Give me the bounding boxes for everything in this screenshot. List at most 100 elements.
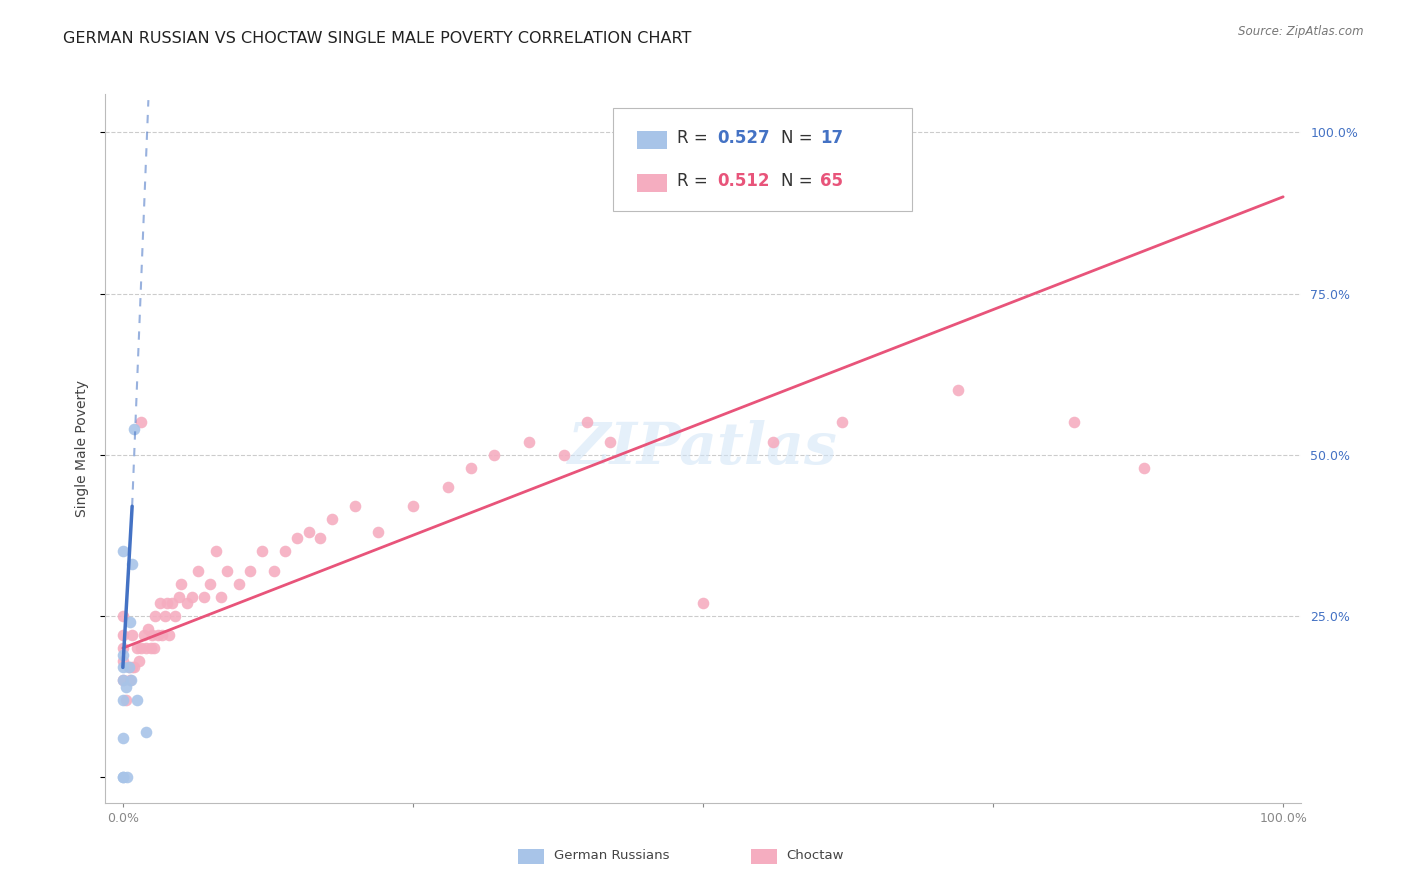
Point <box>321 512 343 526</box>
Point <box>143 608 166 623</box>
Point <box>132 628 155 642</box>
Point <box>170 576 193 591</box>
Point <box>181 590 204 604</box>
Point <box>149 596 172 610</box>
Point <box>111 641 134 656</box>
Point <box>124 422 146 436</box>
Point <box>160 596 183 610</box>
Text: R =: R = <box>676 172 713 190</box>
FancyBboxPatch shape <box>637 174 668 192</box>
Point <box>204 544 226 558</box>
Point <box>111 770 134 784</box>
Point <box>285 532 308 546</box>
Point <box>948 383 970 397</box>
FancyBboxPatch shape <box>613 108 912 211</box>
Point <box>1133 460 1156 475</box>
Point <box>111 692 134 706</box>
Text: GERMAN RUSSIAN VS CHOCTAW SINGLE MALE POVERTY CORRELATION CHART: GERMAN RUSSIAN VS CHOCTAW SINGLE MALE PO… <box>63 31 692 46</box>
Point <box>1063 416 1085 430</box>
Point <box>482 448 505 462</box>
Point <box>111 628 134 642</box>
Point <box>128 654 150 668</box>
Point <box>135 641 157 656</box>
Point <box>762 434 785 449</box>
Text: 0.527: 0.527 <box>717 129 770 147</box>
Point <box>157 628 180 642</box>
Point <box>165 608 187 623</box>
Point <box>575 416 598 430</box>
Text: Choctaw: Choctaw <box>787 849 844 863</box>
Point <box>111 660 134 674</box>
Text: Source: ZipAtlas.com: Source: ZipAtlas.com <box>1239 25 1364 38</box>
FancyBboxPatch shape <box>751 849 778 864</box>
Point <box>198 576 221 591</box>
Text: ZIPatlas: ZIPatlas <box>568 420 838 476</box>
Point <box>118 660 141 674</box>
Point <box>139 641 162 656</box>
Point <box>141 628 163 642</box>
Point <box>460 460 482 475</box>
Point <box>111 654 134 668</box>
Point <box>135 724 157 739</box>
Point <box>121 660 143 674</box>
Point <box>274 544 297 558</box>
Point <box>118 660 141 674</box>
Point <box>239 564 262 578</box>
Point <box>228 576 250 591</box>
Point <box>124 660 146 674</box>
Point <box>121 558 143 572</box>
Point <box>131 641 153 656</box>
Point <box>187 564 209 578</box>
Text: R =: R = <box>676 129 713 147</box>
Point <box>402 500 425 514</box>
Point <box>118 615 141 630</box>
Point <box>436 480 458 494</box>
FancyBboxPatch shape <box>517 849 544 864</box>
Point <box>553 448 575 462</box>
Point <box>111 770 134 784</box>
Point <box>250 544 273 558</box>
Point <box>111 648 134 662</box>
Point <box>367 524 389 539</box>
Text: 65: 65 <box>820 172 844 190</box>
Point <box>167 590 190 604</box>
Point <box>217 564 239 578</box>
FancyBboxPatch shape <box>637 131 668 149</box>
Point <box>309 532 332 546</box>
Point <box>599 434 621 449</box>
Point <box>131 416 153 430</box>
Point <box>115 692 138 706</box>
Text: N =: N = <box>780 129 817 147</box>
Point <box>111 544 134 558</box>
Point <box>117 770 139 784</box>
Point <box>176 596 198 610</box>
Point <box>111 608 134 623</box>
Point <box>111 673 134 688</box>
Point <box>146 628 169 642</box>
Text: 17: 17 <box>820 129 844 147</box>
Point <box>156 596 179 610</box>
Text: N =: N = <box>780 172 817 190</box>
Point <box>153 608 176 623</box>
Point <box>120 673 142 688</box>
Text: 0.512: 0.512 <box>717 172 770 190</box>
Point <box>831 416 853 430</box>
Point <box>115 680 138 694</box>
Point <box>211 590 233 604</box>
Point <box>111 673 134 688</box>
Point <box>150 628 173 642</box>
Point <box>118 673 141 688</box>
Point <box>125 641 148 656</box>
Point <box>125 692 148 706</box>
Point <box>692 596 714 610</box>
Point <box>111 731 134 746</box>
Text: German Russians: German Russians <box>554 849 669 863</box>
Point <box>138 622 160 636</box>
Y-axis label: Single Male Poverty: Single Male Poverty <box>75 380 89 516</box>
Point <box>121 628 143 642</box>
Point <box>143 641 166 656</box>
Point <box>517 434 540 449</box>
Point <box>297 524 319 539</box>
Point <box>263 564 285 578</box>
Point <box>193 590 215 604</box>
